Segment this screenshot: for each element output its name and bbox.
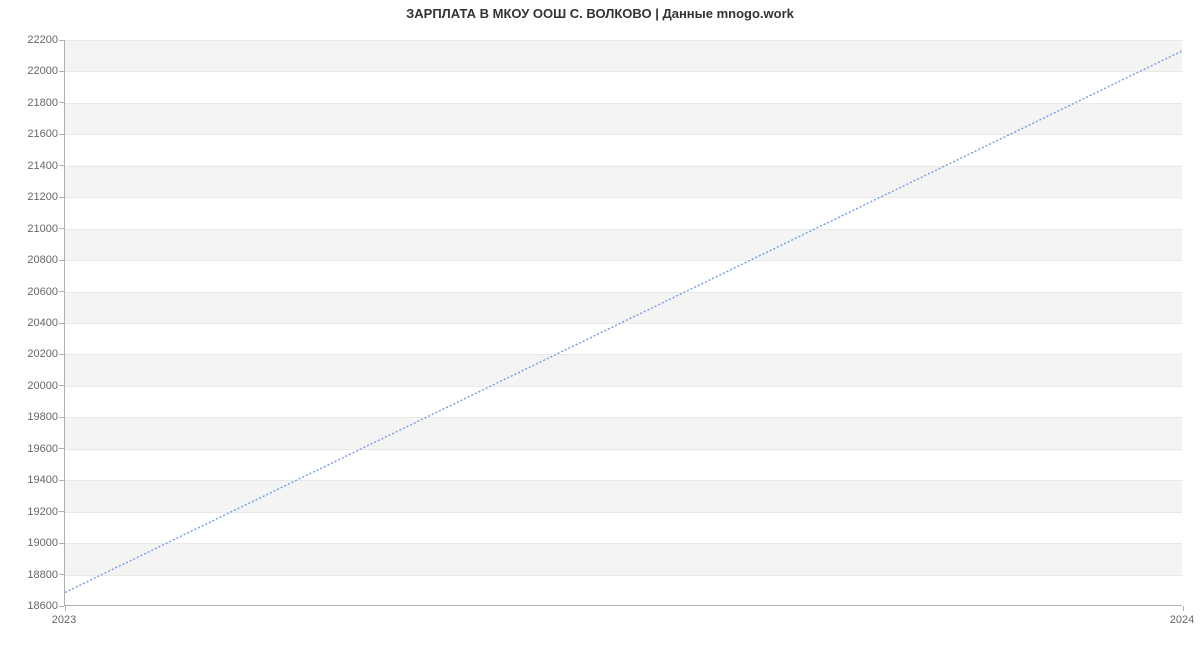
y-tick-label: 19200	[8, 506, 58, 518]
y-tick	[59, 385, 64, 386]
y-tick-label: 19400	[8, 474, 58, 486]
y-tick-label: 22000	[8, 65, 58, 77]
y-tick-label: 22200	[8, 34, 58, 46]
y-tick	[59, 134, 64, 135]
y-tick	[59, 606, 64, 607]
y-tick-label: 21800	[8, 97, 58, 109]
x-tick-label: 2023	[52, 614, 76, 626]
y-tick	[59, 574, 64, 575]
y-tick	[59, 291, 64, 292]
y-tick-label: 18800	[8, 569, 58, 581]
y-tick	[59, 323, 64, 324]
y-tick-label: 21400	[8, 160, 58, 172]
y-tick-label: 21200	[8, 191, 58, 203]
y-tick-label: 21600	[8, 128, 58, 140]
y-tick	[59, 543, 64, 544]
y-tick	[59, 354, 64, 355]
x-tick-label: 2024	[1170, 614, 1194, 626]
y-tick-label: 20800	[8, 254, 58, 266]
y-tick	[59, 102, 64, 103]
y-tick-label: 20200	[8, 348, 58, 360]
y-tick	[59, 448, 64, 449]
chart-container: ЗАРПЛАТА В МКОУ ООШ С. ВОЛКОВО | Данные …	[0, 0, 1200, 650]
y-tick	[59, 511, 64, 512]
y-tick	[59, 197, 64, 198]
line-series-svg	[65, 40, 1182, 605]
y-tick	[59, 260, 64, 261]
y-tick-label: 20600	[8, 286, 58, 298]
y-tick	[59, 480, 64, 481]
y-tick	[59, 228, 64, 229]
x-tick	[65, 606, 66, 611]
y-tick-label: 19600	[8, 443, 58, 455]
y-tick-label: 19800	[8, 411, 58, 423]
y-tick-label: 20000	[8, 380, 58, 392]
y-tick-label: 18600	[8, 600, 58, 612]
chart-title: ЗАРПЛАТА В МКОУ ООШ С. ВОЛКОВО | Данные …	[0, 6, 1200, 21]
series-line	[65, 51, 1182, 592]
y-tick-label: 20400	[8, 317, 58, 329]
y-tick	[59, 417, 64, 418]
y-tick	[59, 165, 64, 166]
plot-area	[64, 40, 1182, 606]
y-tick-label: 19000	[8, 537, 58, 549]
y-tick	[59, 71, 64, 72]
y-tick	[59, 40, 64, 41]
x-tick	[1183, 606, 1184, 611]
y-tick-label: 21000	[8, 223, 58, 235]
